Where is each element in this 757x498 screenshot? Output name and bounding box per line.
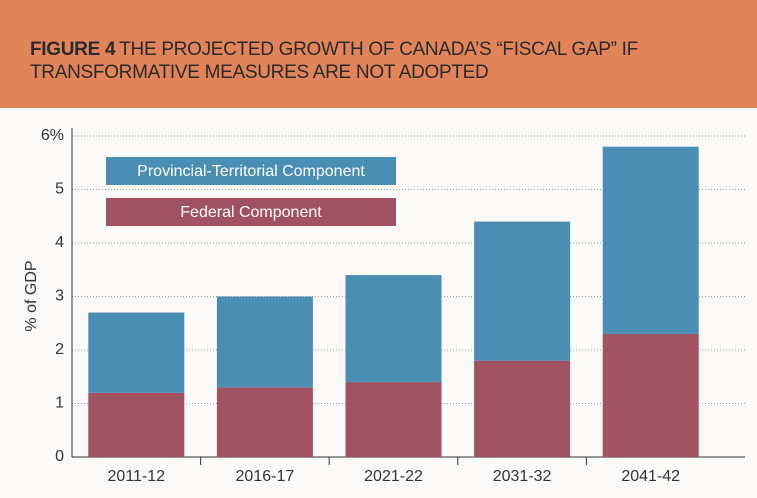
figure-label: FIGURE 4 — [30, 39, 116, 60]
y-tick-label: 0 — [55, 448, 64, 465]
bar-segment — [602, 146, 699, 334]
x-tick-label: 2041-42 — [621, 468, 680, 485]
y-tick-label: 2 — [55, 341, 64, 358]
y-tick-label: 4 — [55, 234, 64, 251]
chart: % of GDP 0 1 2 3 4 5 6% 2011-12 2016-17 2021-22 20… — [23, 127, 745, 485]
bar-segment — [602, 333, 699, 457]
y-tick-label: 5 — [55, 181, 64, 198]
bar-segment — [88, 312, 185, 393]
y-tick-label: 3 — [55, 288, 64, 305]
chart-title: THE PROJECTED GROWTH OF CANADA’S “FISCAL… — [30, 39, 638, 83]
legend-label: Federal Component — [180, 204, 322, 221]
legend-label: Provincial-Territorial Component — [137, 163, 365, 180]
bar-segment — [216, 296, 313, 388]
bar-segment — [474, 221, 571, 361]
bar-segment — [88, 392, 185, 457]
x-tick-label: 2021-22 — [364, 468, 423, 485]
header: FIGURE 4 THE PROJECTED GROWTH OF CANADA’S… — [0, 0, 757, 108]
y-axis-label: % of GDP — [23, 260, 40, 331]
x-tick-label: 2031-32 — [493, 468, 552, 485]
legend-swatch — [106, 157, 396, 185]
bar-segment — [474, 360, 571, 457]
y-tick-label: 1 — [55, 395, 64, 412]
legend-swatch — [106, 198, 396, 226]
bar-segment — [216, 387, 313, 457]
x-tick-label: 2011-12 — [108, 468, 166, 485]
x-tick-label: 2016-17 — [236, 468, 295, 485]
bar-segment — [345, 275, 442, 383]
bar-segment — [345, 382, 442, 457]
y-tick-label: 6% — [41, 127, 64, 144]
